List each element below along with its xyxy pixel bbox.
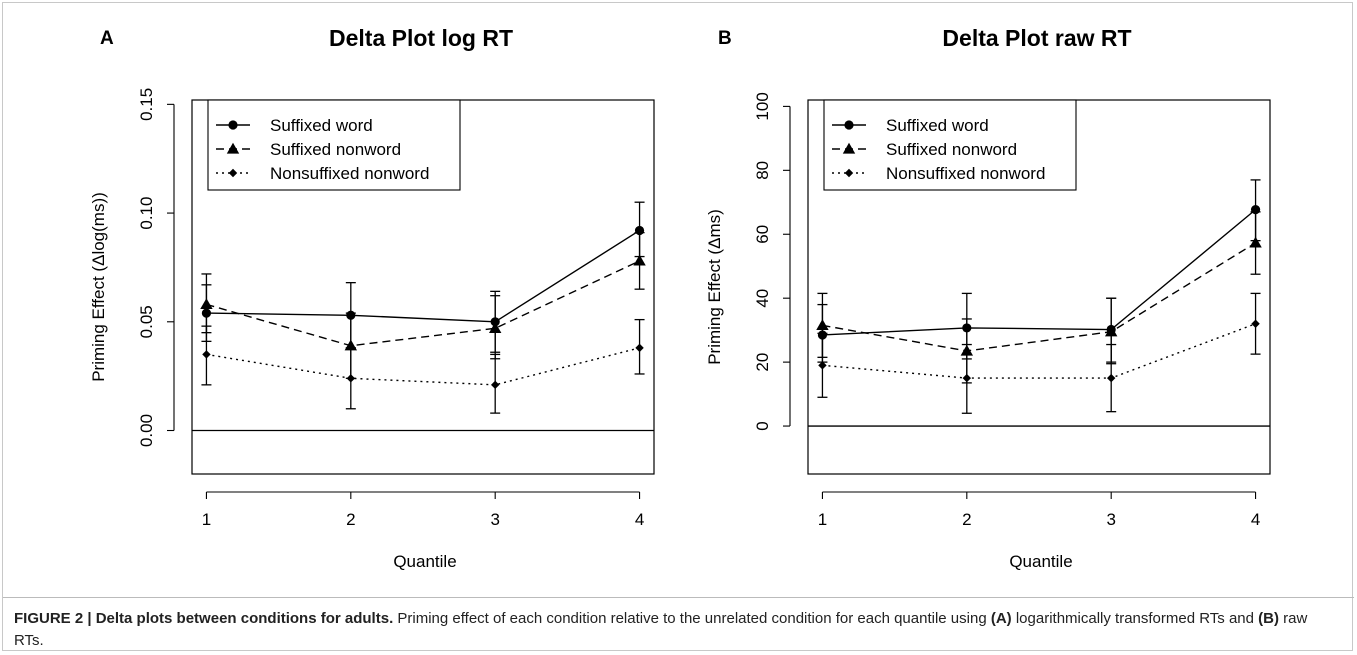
series-suffixed-nonword <box>816 211 1262 384</box>
legend-box <box>823 99 1077 191</box>
y-tick-label: 80 <box>753 161 772 180</box>
caption-ref-b: (B) <box>1258 610 1279 627</box>
panel-letter: A <box>100 28 114 49</box>
y-tick-label: 0.15 <box>137 88 156 121</box>
legend-label: Suffixed nonword <box>270 140 401 159</box>
legend-label: Nonsuffixed nonword <box>270 164 429 183</box>
series-line <box>822 242 1256 352</box>
legend-marker <box>844 120 854 130</box>
legend-label: Suffixed nonword <box>886 140 1017 159</box>
y-axis-label: Priming Effect (Δlog(ms)) <box>89 192 108 382</box>
x-tick-label: 3 <box>490 510 499 529</box>
x-tick-label: 4 <box>635 510 644 529</box>
y-tick-label: 40 <box>753 289 772 308</box>
legend-marker <box>842 142 856 154</box>
legend-label: Suffixed word <box>270 116 373 135</box>
x-axis-label: Quantile <box>1009 552 1072 571</box>
x-tick-label: 1 <box>818 510 827 529</box>
data-point <box>818 361 827 370</box>
series-line <box>206 260 640 347</box>
data-point <box>962 373 972 383</box>
legend-label: Nonsuffixed nonword <box>886 164 1045 183</box>
series-nonsuffixed-nonword <box>201 318 645 414</box>
delta-plots: A Delta Plot log RT 1 2 3 4 Quantile 0.00 0.05 0.… <box>89 25 1271 571</box>
data-point <box>202 350 211 359</box>
caption-ref-a: (A) <box>990 610 1012 627</box>
chart-title: Delta Plot log RT <box>329 25 513 51</box>
caption-divider <box>3 597 1354 598</box>
caption-text-1: Priming effect of each condition relativ… <box>393 610 991 627</box>
series-suffixed-word <box>817 179 1261 363</box>
y-tick-label: 0 <box>753 421 772 430</box>
legend-label: Suffixed word <box>886 116 989 135</box>
legend-marker <box>226 142 240 154</box>
legend-box <box>207 99 461 191</box>
data-point <box>816 319 829 331</box>
data-point <box>1249 236 1262 248</box>
data-point <box>1104 325 1118 337</box>
series-line <box>206 229 640 323</box>
data-point <box>490 380 500 390</box>
data-point <box>1106 373 1116 383</box>
caption-label: FIGURE 2 | Delta plots between condition… <box>14 610 394 627</box>
caption-text-3: raw RTs. <box>14 610 1308 649</box>
data-point <box>346 374 356 383</box>
figure-caption: FIGURE 2 | Delta plots between condition… <box>14 608 1334 652</box>
x-axis-label: Quantile <box>393 552 456 571</box>
caption-text-2: logarithmically transformed RTs and <box>1011 610 1259 627</box>
y-tick-label: 100 <box>753 92 772 120</box>
y-tick-label: 0.00 <box>137 414 156 447</box>
legend-marker <box>844 168 854 178</box>
x-tick-label: 2 <box>962 510 971 529</box>
series-nonsuffixed-nonword <box>817 292 1261 414</box>
legend-marker <box>228 120 238 130</box>
y-tick-label: 0.05 <box>137 305 156 338</box>
panel-b: B Delta Plot raw RT 1 2 3 4 Quantile 0 20 40 60 80 1… <box>705 25 1271 571</box>
data-point <box>200 298 213 310</box>
x-tick-label: 3 <box>1106 510 1115 529</box>
data-point <box>633 254 646 266</box>
series-line <box>206 347 640 386</box>
series-suffixed-nonword <box>200 231 646 379</box>
y-tick-label: 0.10 <box>137 197 156 230</box>
series-line <box>822 209 1257 336</box>
panel-a: A Delta Plot log RT 1 2 3 4 Quantile 0.00 0.05 0.… <box>89 25 655 571</box>
y-tick-label: 60 <box>753 225 772 244</box>
legend-marker <box>228 168 238 178</box>
data-point <box>488 322 502 333</box>
panel-letter: B <box>718 28 732 49</box>
y-tick-label: 20 <box>753 353 772 372</box>
x-tick-label: 2 <box>346 510 355 529</box>
x-tick-label: 1 <box>202 510 211 529</box>
x-tick-label: 4 <box>1251 510 1260 529</box>
series-line <box>822 323 1256 379</box>
data-point <box>635 343 644 353</box>
y-axis-label: Priming Effect (Δms) <box>705 209 724 365</box>
series-suffixed-word <box>201 201 645 353</box>
data-point <box>1251 319 1260 328</box>
chart-title: Delta Plot raw RT <box>942 25 1131 51</box>
